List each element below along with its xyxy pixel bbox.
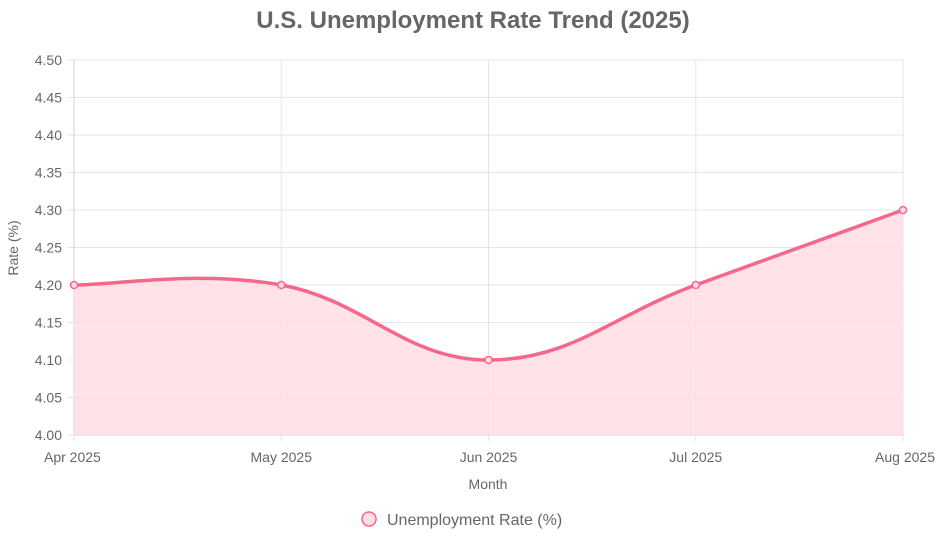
chart-title: U.S. Unemployment Rate Trend (2025) [256, 7, 689, 34]
y-axis-title: Rate (%) [5, 220, 21, 275]
x-tick-label: Jun 2025 [460, 449, 518, 465]
legend-label[interactable]: Unemployment Rate (%) [387, 512, 562, 529]
legend[interactable]: Unemployment Rate (%) [361, 511, 562, 529]
y-tick-label: 4.45 [35, 90, 62, 106]
y-tick-label: 4.15 [35, 315, 62, 331]
y-tick-label: 4.20 [35, 277, 62, 293]
series-area-fill [74, 210, 903, 435]
x-axis-title: Month [469, 476, 508, 492]
data-point[interactable] [484, 355, 493, 365]
y-tick-label: 4.40 [35, 127, 62, 143]
legend-swatch[interactable] [361, 511, 377, 527]
y-tick-label: 4.05 [35, 390, 62, 406]
x-tick-label: May 2025 [251, 449, 313, 465]
x-tick-label: Jul 2025 [669, 449, 722, 465]
y-tick-label: 4.30 [35, 202, 62, 218]
data-points [69, 205, 908, 365]
y-tick-label: 4.35 [35, 165, 62, 181]
x-tick-label: Aug 2025 [875, 449, 935, 465]
x-tick-label: Apr 2025 [44, 449, 101, 465]
data-point[interactable] [691, 280, 700, 290]
y-tick-label: 4.50 [35, 52, 62, 68]
data-point[interactable] [69, 280, 79, 290]
data-point[interactable] [898, 205, 908, 215]
y-tick-label: 4.10 [35, 352, 62, 368]
y-axis-ticks: 4.00 4.05 4.10 4.15 4.20 4.25 4.30 4.35 4.40 4.45… [35, 52, 62, 443]
y-tick-label: 4.25 [35, 240, 62, 256]
y-tick-label: 4.00 [35, 427, 62, 443]
area-fill-layer [74, 210, 903, 435]
x-axis-ticks: Apr 2025 May 2025 Jun 2025 Jul 2025 Aug 2025 [44, 449, 935, 465]
data-point[interactable] [277, 280, 286, 290]
